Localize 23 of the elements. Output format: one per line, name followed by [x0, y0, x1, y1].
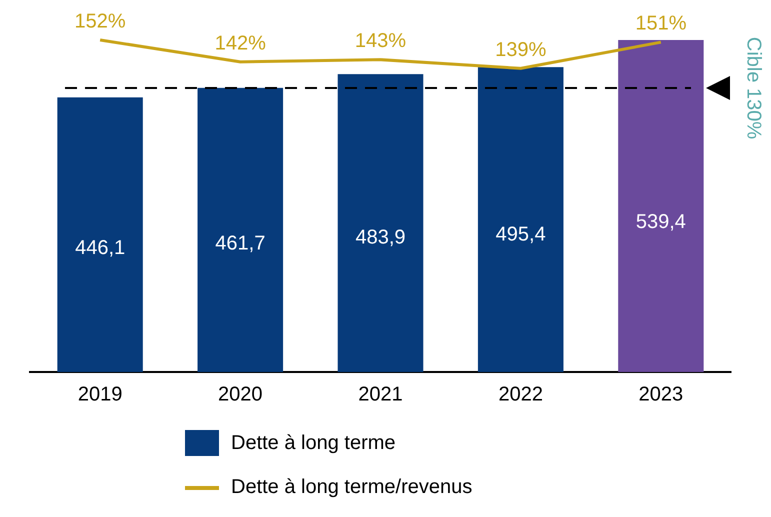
data-label: 483,9	[355, 226, 406, 248]
bar	[338, 74, 424, 372]
x-tick-label: 2023	[638, 384, 684, 406]
bar	[57, 97, 143, 372]
data-label: 461,7	[215, 232, 266, 255]
bar	[618, 40, 704, 372]
x-tick-label: 2019	[78, 384, 122, 406]
data-label: 151%	[635, 12, 687, 35]
x-tick-label: 2022	[498, 384, 543, 406]
ref-line-label: Cible 130%	[742, 36, 764, 140]
x-tick-label: 2020	[218, 384, 263, 406]
data-label: 539,4	[636, 211, 686, 234]
data-label: 143%	[354, 30, 406, 52]
data-label: 152%	[74, 10, 126, 33]
x-tick-label: 2021	[358, 384, 403, 406]
legend-label: Dette à long terme/revenus	[231, 476, 472, 499]
data-label: 142%	[214, 32, 266, 54]
data-label: 446,1	[75, 236, 126, 259]
data-label: 495,4	[496, 223, 546, 246]
bar	[198, 88, 284, 372]
data-label: 139%	[495, 38, 546, 61]
bar	[478, 67, 564, 372]
legend-label: Dette à long terme	[231, 432, 396, 454]
